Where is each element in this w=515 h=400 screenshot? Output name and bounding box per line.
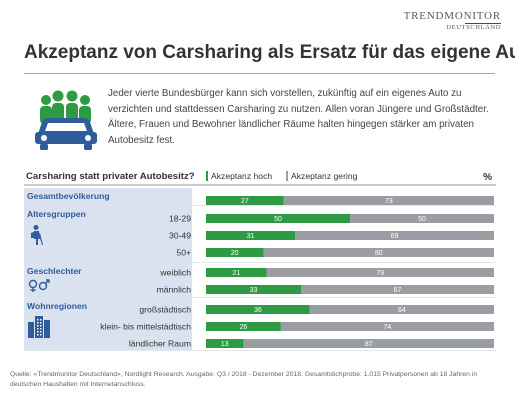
building-shape: [28, 322, 34, 338]
group-label-1: Altersgruppen: [27, 209, 86, 219]
source-note: Quelle: «Trendmonitor Deutschland», Nord…: [10, 371, 478, 388]
building-window: [40, 319, 42, 321]
hiker-icon-part: [39, 233, 43, 245]
value-label-high: 26: [240, 324, 248, 331]
group-band-0: [24, 188, 192, 205]
hiker-icon-part: [33, 225, 39, 230]
value-label-high: 21: [232, 270, 240, 277]
title-divider: [24, 73, 495, 74]
group-label-3: Wohnregionen: [27, 301, 87, 311]
buildings-icon: [28, 316, 50, 338]
legend-low-swatch: [286, 171, 288, 181]
row-label: weiblich: [159, 268, 191, 278]
building-window: [37, 319, 39, 321]
bar-high: [206, 214, 350, 223]
car-people-icon: [32, 86, 100, 154]
value-label-high: 13: [221, 341, 229, 348]
building-window: [37, 334, 39, 336]
bar-low: [263, 248, 494, 257]
bar-high: [206, 248, 264, 257]
bar-low: [243, 339, 494, 348]
gender-icon-part: [45, 280, 49, 284]
row-label: männlich: [157, 285, 192, 295]
row-label: 30-49: [169, 231, 191, 241]
legend-low-label: Akzeptanz gering: [291, 171, 358, 181]
bar-high: [206, 196, 284, 205]
logo-sub-text: DEUTSCHLAND: [446, 24, 501, 31]
value-label-low: 87: [365, 341, 373, 348]
row-label: 50+: [176, 248, 191, 258]
intro-text: Jeder vierte Bundesbürger kann sich vors…: [108, 88, 489, 146]
group-band-1: [24, 206, 192, 262]
bar-low: [301, 285, 494, 294]
value-label-high: 31: [247, 233, 255, 240]
building-window: [40, 328, 42, 330]
hiker-icon: [31, 225, 43, 245]
value-label-low: 74: [384, 324, 392, 331]
bar-low: [280, 322, 494, 331]
building-window: [40, 322, 42, 324]
page-title: Akzeptanz von Carsharing als Ersatz für …: [24, 42, 515, 63]
building-shape: [44, 320, 50, 338]
bar-high: [206, 322, 281, 331]
row-label: ländlicher Raum: [129, 339, 191, 349]
group-band-2: [24, 263, 192, 297]
row-label: klein- bis mittelstädtisch: [100, 322, 191, 332]
value-label-high: 33: [250, 287, 258, 294]
value-label-low: 73: [385, 198, 393, 205]
logo-main-text: TRENDMONITOR: [403, 10, 501, 22]
bar-low: [295, 231, 494, 240]
value-label-high: 36: [254, 307, 262, 314]
gender-icon: [28, 279, 50, 292]
gender-icon-part: [38, 281, 48, 291]
building-window: [37, 325, 39, 327]
bar-low: [309, 305, 494, 314]
value-label-high: 27: [241, 198, 249, 205]
bar-low: [283, 196, 494, 205]
group-label-2: Geschlechter: [27, 266, 82, 276]
chart-canvas: Carsharing statt privater Autobesitz? Akz…: [24, 171, 496, 351]
value-label-low: 64: [398, 307, 406, 314]
value-label-low: 80: [375, 250, 383, 257]
building-window: [40, 334, 42, 336]
row-label: großstädtisch: [139, 305, 191, 315]
car-people-icon-graphic: [35, 90, 97, 150]
bar-high: [206, 268, 267, 277]
bar-low: [350, 214, 494, 223]
building-window: [40, 331, 42, 333]
legend-high-label: Akzeptanz hoch: [211, 171, 272, 181]
hiker-icon-part: [34, 231, 40, 245]
building-window: [37, 331, 39, 333]
unit-label: %: [483, 172, 492, 183]
logo-divider: [465, 23, 501, 24]
brand-logo: TRENDMONITOR DEUTSCHLAND: [404, 10, 501, 31]
bar-high: [206, 285, 302, 294]
value-label-low: 67: [394, 287, 402, 294]
building-shape: [35, 316, 43, 338]
value-label-low: 79: [376, 270, 384, 277]
gender-icon-part: [46, 279, 50, 283]
legend-high-swatch: [206, 171, 208, 181]
building-window: [40, 325, 42, 327]
bar-high: [206, 231, 296, 240]
group-label-0: Gesamtbevölkerung: [27, 191, 110, 201]
group-band-3: [24, 298, 192, 350]
value-label-low: 50: [418, 216, 426, 223]
building-window: [37, 322, 39, 324]
bar-high: [206, 339, 244, 348]
row-label: 18-29: [169, 214, 191, 224]
chart-title: Carsharing statt privater Autobesitz?: [26, 171, 195, 182]
hiker-icon-part: [31, 232, 34, 238]
bar-high: [206, 305, 310, 314]
building-window: [37, 328, 39, 330]
stacked-bar-chart: Carsharing statt privater Autobesitz? Akz…: [24, 168, 496, 363]
value-label-high: 50: [274, 216, 282, 223]
value-label-low: 69: [391, 233, 399, 240]
value-label-high: 20: [231, 250, 239, 257]
bar-low: [266, 268, 494, 277]
